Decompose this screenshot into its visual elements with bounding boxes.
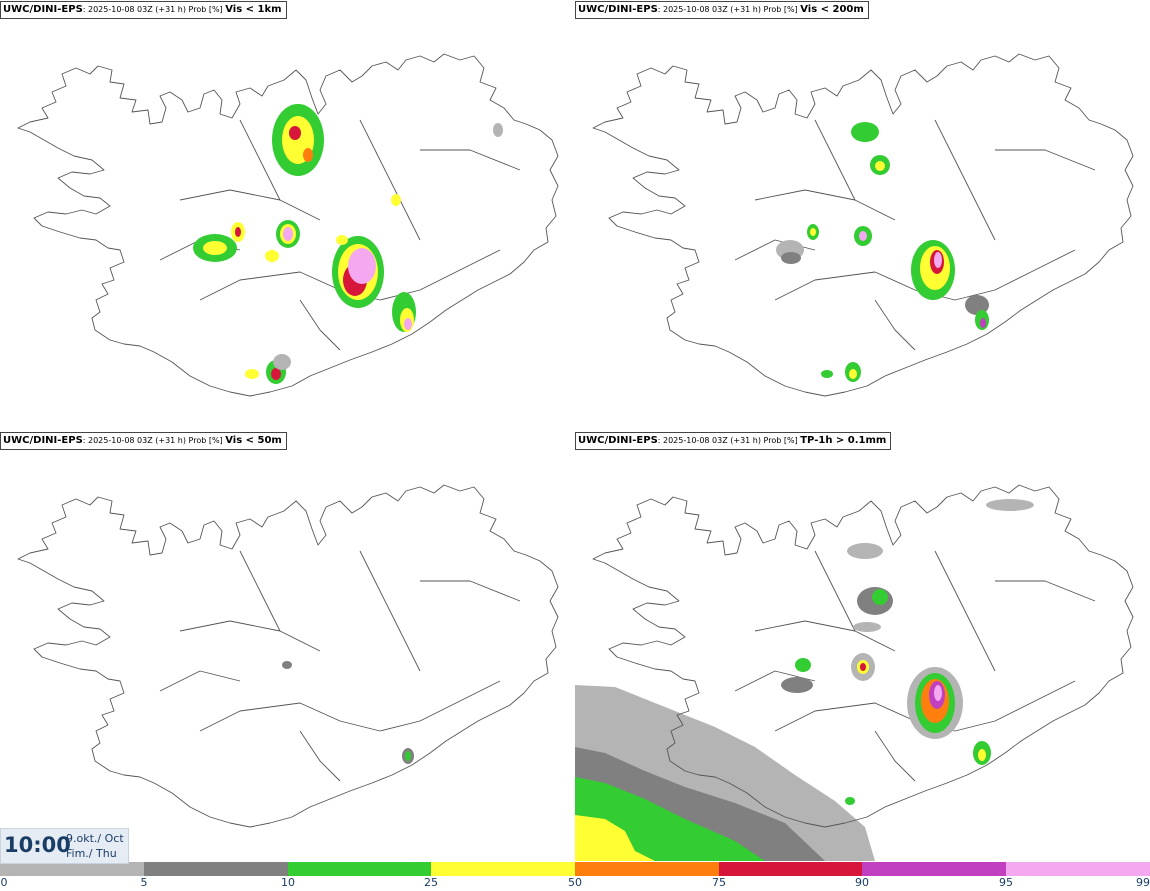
colorbar-tick-label: 50 [568,876,582,889]
iceland-coastline-map-icon [17,484,559,828]
prob-blob-vatnajokull [907,667,963,739]
prob-blob-north [272,104,324,176]
colorbar-segment-4 [575,862,719,876]
map-panel-vis50m: UWC/DINI-EPS: 2025-10-08 03Z (+31 h) Pro… [0,431,575,861]
valid-date-line2: Fim./ Thu [66,847,117,860]
map-panel-tp1h: UWC/DINI-EPS: 2025-10-08 03Z (+31 h) Pro… [575,431,1150,861]
colorbar-tick-label: 95 [999,876,1013,889]
colorbar-segment-6 [862,862,1006,876]
iceland-coastline-map-icon [575,484,1134,861]
colorbar-segment-3 [431,862,575,876]
map-panel-vis200m: UWC/DINI-EPS: 2025-10-08 03Z (+31 h) Pro… [575,0,1150,430]
valid-time: 10:00 [4,833,71,857]
panel-title: UWC/DINI-EPS: 2025-10-08 03Z (+31 h) Pro… [0,1,287,19]
colorbar-segment-2 [288,862,431,876]
prob-blob-south [245,123,503,384]
colorbar-tick-label: 25 [424,876,438,889]
colorbar-segment-0 [0,862,144,876]
iceland-coastline-map-icon [592,53,1134,397]
valid-date-line1: 9.okt./ Oct [66,832,124,845]
prob-blob-west [193,222,279,262]
colorbar-tick-label: 10 [281,876,295,889]
prob-blob-north [847,499,1034,632]
prob-blob-north [851,122,890,175]
prob-blob-center-north [276,220,300,248]
colorbar-segment-7 [1006,862,1150,876]
prob-blob-vatnajokull [332,236,384,308]
colorbar-tick-label: 90 [855,876,869,889]
colorbar-tick-label: 0 [0,876,8,889]
map-panel-vis1km: UWC/DINI-EPS: 2025-10-08 03Z (+31 h) Pro… [0,0,575,430]
colorbar-tick-label: 5 [140,876,148,889]
prob-blob-southeast [392,292,416,332]
colorbar-segment-1 [144,862,288,876]
prob-blob-southeast [965,295,989,330]
panel-title: UWC/DINI-EPS: 2025-10-08 03Z (+31 h) Pro… [575,432,892,450]
colorbar-tick-label: 99 [1136,876,1150,889]
panel-title: UWC/DINI-EPS: 2025-10-08 03Z (+31 h) Pro… [0,432,287,450]
valid-time-box: 10:00 9.okt./ Oct Fim./ Thu [0,828,129,864]
prob-blob-southeast [402,748,414,764]
probability-colorbar: 0 5 10 25 50 75 90 95 99 [0,862,1150,891]
precip-band-southwest [575,685,875,861]
iceland-coastline-map-icon [17,53,559,397]
colorbar-tick-label: 75 [712,876,726,889]
prob-blob-southeast [822,741,991,809]
prob-blob-south [781,252,861,382]
prob-blob-west [781,653,875,693]
panel-title: UWC/DINI-EPS: 2025-10-08 03Z (+31 h) Pro… [575,1,869,19]
prob-blob-vatnajokull [911,240,955,300]
colorbar-segment-5 [719,862,862,876]
prob-blob-center [282,661,292,669]
